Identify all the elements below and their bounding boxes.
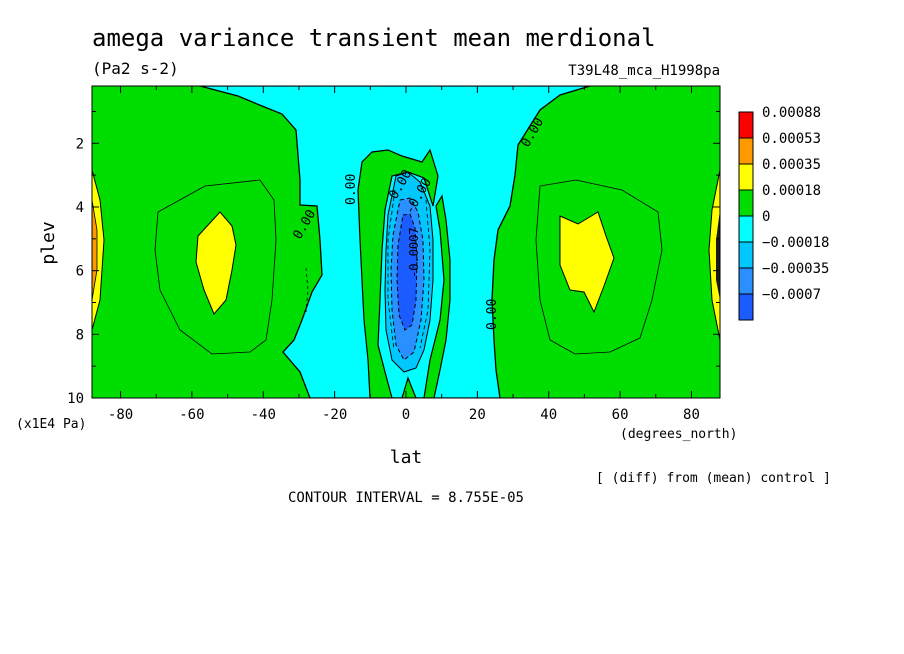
y-tick-label: 10 (67, 391, 84, 407)
legend-swatch (738, 267, 754, 295)
contour-interval: CONTOUR INTERVAL = 8.755E-05 (288, 490, 524, 506)
x-tick-label: 40 (540, 407, 557, 423)
x-tick-label: 60 (612, 407, 629, 423)
units-label: (Pa2 s-2) (92, 59, 179, 78)
x-unit-label: (degrees_north) (620, 427, 737, 442)
legend-label: −0.00018 (762, 235, 829, 251)
contour-label: 0.00 (344, 174, 359, 205)
legend-label: 0.00053 (762, 131, 821, 147)
legend-label: 0 (762, 209, 770, 225)
diff-note: [ (diff) from (mean) control ] (596, 471, 831, 486)
x-tick-label: 80 (683, 407, 700, 423)
plot-area: 0.00 0.00 0.00 0.00 0.00 -0.00 -0.0007 (91, 85, 721, 399)
legend-label: 0.00035 (762, 157, 821, 173)
x-tick-label: -60 (179, 407, 204, 423)
y-axis-label: plev (38, 221, 59, 264)
positive-tongue (357, 148, 451, 398)
dashed-contours-trough (387, 189, 431, 351)
legend-swatch (738, 241, 754, 269)
color-legend: 0.00088 0.00053 0.00035 0.00018 0 −0.00018 −0.… (738, 105, 829, 321)
x-tick-label: 0 (402, 407, 410, 423)
experiment-label: T39L48_mca_H1998pa (568, 63, 720, 79)
legend-swatch (738, 215, 754, 243)
x-tick-label: -20 (322, 407, 347, 423)
polar-edge-south (92, 169, 105, 331)
contour-ring-south (154, 179, 277, 355)
max-region-north (559, 211, 615, 314)
chart-title: amega variance transient mean merdional (92, 24, 656, 52)
polar-edge-south-inner (92, 199, 98, 301)
contour-label: 0.00 (485, 299, 500, 330)
polar-edge-north-inner (716, 210, 720, 300)
legend-swatch (738, 111, 754, 139)
contour-label: -0.0007 (407, 227, 421, 278)
y-tick-label: 6 (76, 264, 84, 280)
y-tick-label: 2 (76, 136, 84, 152)
contour-ring-north (535, 179, 663, 355)
max-region-south (195, 211, 237, 315)
dashed-contour-west (305, 267, 309, 313)
legend-swatch (738, 189, 754, 217)
x-tick-label: -80 (108, 407, 133, 423)
y-tick-label: 8 (76, 327, 84, 343)
legend-swatch (738, 163, 754, 191)
legend-label: 0.00018 (762, 183, 821, 199)
negative-region-dark-blue (396, 213, 418, 331)
legend-swatch (738, 293, 754, 321)
x-axis-label: lat (390, 447, 423, 468)
y-unit-label: (x1E4 Pa) (16, 417, 86, 432)
y-tick-label: 4 (76, 200, 84, 216)
x-axis: -80 -60 -40 -20 0 20 40 60 80 (108, 86, 700, 423)
y-axis: 2 4 6 8 10 (67, 110, 720, 407)
legend-label: −0.00035 (762, 261, 829, 277)
legend-label: −0.0007 (762, 287, 821, 303)
legend-swatch (738, 137, 754, 165)
x-tick-label: 20 (469, 407, 486, 423)
x-tick-label: -40 (251, 407, 276, 423)
polar-edge-north (708, 169, 720, 341)
legend-label: 0.00088 (762, 105, 821, 121)
